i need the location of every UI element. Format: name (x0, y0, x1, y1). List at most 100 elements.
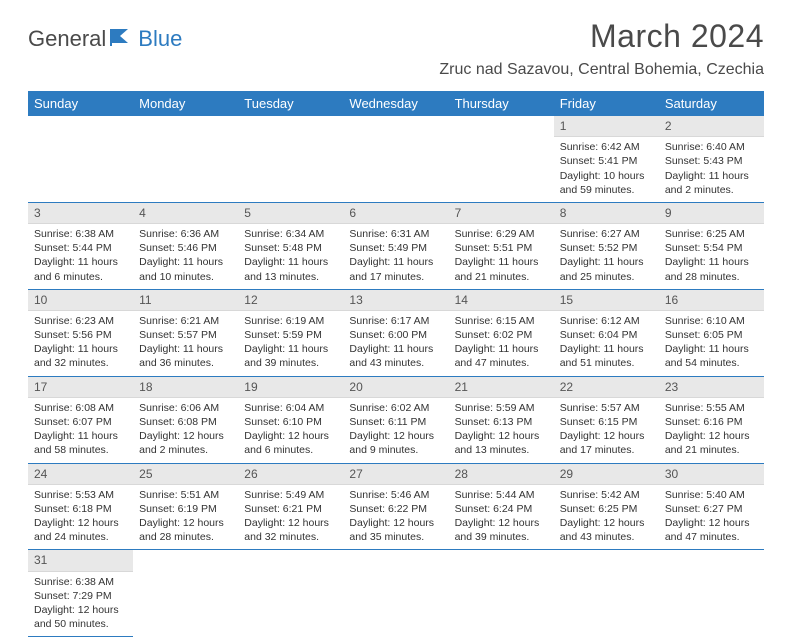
day-body: Sunrise: 5:55 AMSunset: 6:16 PMDaylight:… (659, 398, 764, 463)
day-number: 14 (449, 290, 554, 311)
day-body: Sunrise: 6:40 AMSunset: 5:43 PMDaylight:… (659, 137, 764, 202)
sunset-text: Sunset: 5:49 PM (349, 241, 442, 255)
logo: General Blue (28, 18, 182, 52)
calendar-cell (449, 550, 554, 637)
day-number: 5 (238, 203, 343, 224)
daylight-text: Daylight: 11 hours and 51 minutes. (560, 342, 653, 370)
calendar-cell: 14Sunrise: 6:15 AMSunset: 6:02 PMDayligh… (449, 289, 554, 376)
sunset-text: Sunset: 5:46 PM (139, 241, 232, 255)
sunrise-text: Sunrise: 6:23 AM (34, 314, 127, 328)
sunrise-text: Sunrise: 5:55 AM (665, 401, 758, 415)
day-number: 6 (343, 203, 448, 224)
calendar-cell: 21Sunrise: 5:59 AMSunset: 6:13 PMDayligh… (449, 376, 554, 463)
sunset-text: Sunset: 6:25 PM (560, 502, 653, 516)
day-body: Sunrise: 5:57 AMSunset: 6:15 PMDaylight:… (554, 398, 659, 463)
day-body: Sunrise: 6:06 AMSunset: 6:08 PMDaylight:… (133, 398, 238, 463)
daylight-text: Daylight: 11 hours and 39 minutes. (244, 342, 337, 370)
sunrise-text: Sunrise: 5:46 AM (349, 488, 442, 502)
calendar-cell (343, 116, 448, 202)
sunset-text: Sunset: 6:27 PM (665, 502, 758, 516)
sunset-text: Sunset: 6:04 PM (560, 328, 653, 342)
daylight-text: Daylight: 12 hours and 43 minutes. (560, 516, 653, 544)
sunset-text: Sunset: 6:19 PM (139, 502, 232, 516)
sunrise-text: Sunrise: 5:49 AM (244, 488, 337, 502)
sunset-text: Sunset: 6:00 PM (349, 328, 442, 342)
day-body: Sunrise: 5:44 AMSunset: 6:24 PMDaylight:… (449, 485, 554, 550)
daylight-text: Daylight: 11 hours and 47 minutes. (455, 342, 548, 370)
sunset-text: Sunset: 5:44 PM (34, 241, 127, 255)
calendar-cell: 20Sunrise: 6:02 AMSunset: 6:11 PMDayligh… (343, 376, 448, 463)
calendar-cell: 11Sunrise: 6:21 AMSunset: 5:57 PMDayligh… (133, 289, 238, 376)
daylight-text: Daylight: 11 hours and 25 minutes. (560, 255, 653, 283)
calendar-row: 10Sunrise: 6:23 AMSunset: 5:56 PMDayligh… (28, 289, 764, 376)
weekday-header: Saturday (659, 91, 764, 116)
daylight-text: Daylight: 11 hours and 58 minutes. (34, 429, 127, 457)
calendar-cell (133, 116, 238, 202)
sunrise-text: Sunrise: 5:53 AM (34, 488, 127, 502)
calendar-cell: 2Sunrise: 6:40 AMSunset: 5:43 PMDaylight… (659, 116, 764, 202)
day-body: Sunrise: 5:49 AMSunset: 6:21 PMDaylight:… (238, 485, 343, 550)
day-body: Sunrise: 6:02 AMSunset: 6:11 PMDaylight:… (343, 398, 448, 463)
day-number: 28 (449, 464, 554, 485)
calendar-cell (554, 550, 659, 637)
calendar-cell: 8Sunrise: 6:27 AMSunset: 5:52 PMDaylight… (554, 202, 659, 289)
logo-text-blue: Blue (138, 26, 182, 52)
daylight-text: Daylight: 11 hours and 28 minutes. (665, 255, 758, 283)
day-number: 10 (28, 290, 133, 311)
day-body: Sunrise: 6:23 AMSunset: 5:56 PMDaylight:… (28, 311, 133, 376)
logo-flag-icon (110, 28, 136, 51)
day-number: 1 (554, 116, 659, 137)
weekday-header: Monday (133, 91, 238, 116)
sunrise-text: Sunrise: 6:31 AM (349, 227, 442, 241)
day-number: 4 (133, 203, 238, 224)
daylight-text: Daylight: 11 hours and 21 minutes. (455, 255, 548, 283)
sunrise-text: Sunrise: 6:08 AM (34, 401, 127, 415)
sunrise-text: Sunrise: 6:12 AM (560, 314, 653, 328)
day-body: Sunrise: 6:25 AMSunset: 5:54 PMDaylight:… (659, 224, 764, 289)
day-body: Sunrise: 6:27 AMSunset: 5:52 PMDaylight:… (554, 224, 659, 289)
calendar-table: Sunday Monday Tuesday Wednesday Thursday… (28, 91, 764, 637)
calendar-row: 1Sunrise: 6:42 AMSunset: 5:41 PMDaylight… (28, 116, 764, 202)
daylight-text: Daylight: 12 hours and 32 minutes. (244, 516, 337, 544)
calendar-cell: 29Sunrise: 5:42 AMSunset: 6:25 PMDayligh… (554, 463, 659, 550)
calendar-cell: 4Sunrise: 6:36 AMSunset: 5:46 PMDaylight… (133, 202, 238, 289)
calendar-cell: 17Sunrise: 6:08 AMSunset: 6:07 PMDayligh… (28, 376, 133, 463)
calendar-cell (28, 116, 133, 202)
calendar-cell: 18Sunrise: 6:06 AMSunset: 6:08 PMDayligh… (133, 376, 238, 463)
sunrise-text: Sunrise: 6:40 AM (665, 140, 758, 154)
day-body: Sunrise: 6:34 AMSunset: 5:48 PMDaylight:… (238, 224, 343, 289)
day-number: 29 (554, 464, 659, 485)
calendar-row: 24Sunrise: 5:53 AMSunset: 6:18 PMDayligh… (28, 463, 764, 550)
calendar-cell: 22Sunrise: 5:57 AMSunset: 6:15 PMDayligh… (554, 376, 659, 463)
sunrise-text: Sunrise: 6:19 AM (244, 314, 337, 328)
daylight-text: Daylight: 11 hours and 13 minutes. (244, 255, 337, 283)
day-body: Sunrise: 5:51 AMSunset: 6:19 PMDaylight:… (133, 485, 238, 550)
calendar-row: 3Sunrise: 6:38 AMSunset: 5:44 PMDaylight… (28, 202, 764, 289)
calendar-cell: 19Sunrise: 6:04 AMSunset: 6:10 PMDayligh… (238, 376, 343, 463)
calendar-cell: 30Sunrise: 5:40 AMSunset: 6:27 PMDayligh… (659, 463, 764, 550)
sunrise-text: Sunrise: 6:34 AM (244, 227, 337, 241)
daylight-text: Daylight: 12 hours and 13 minutes. (455, 429, 548, 457)
day-number: 12 (238, 290, 343, 311)
sunrise-text: Sunrise: 6:21 AM (139, 314, 232, 328)
day-body: Sunrise: 6:36 AMSunset: 5:46 PMDaylight:… (133, 224, 238, 289)
calendar-cell (133, 550, 238, 637)
sunset-text: Sunset: 6:13 PM (455, 415, 548, 429)
day-number: 26 (238, 464, 343, 485)
daylight-text: Daylight: 11 hours and 43 minutes. (349, 342, 442, 370)
day-number: 21 (449, 377, 554, 398)
daylight-text: Daylight: 12 hours and 21 minutes. (665, 429, 758, 457)
calendar-cell: 6Sunrise: 6:31 AMSunset: 5:49 PMDaylight… (343, 202, 448, 289)
daylight-text: Daylight: 11 hours and 2 minutes. (665, 169, 758, 197)
sunset-text: Sunset: 6:11 PM (349, 415, 442, 429)
sunrise-text: Sunrise: 5:57 AM (560, 401, 653, 415)
day-body: Sunrise: 5:42 AMSunset: 6:25 PMDaylight:… (554, 485, 659, 550)
day-number: 7 (449, 203, 554, 224)
month-title: March 2024 (439, 18, 764, 55)
day-number: 13 (343, 290, 448, 311)
day-body: Sunrise: 6:15 AMSunset: 6:02 PMDaylight:… (449, 311, 554, 376)
sunrise-text: Sunrise: 6:25 AM (665, 227, 758, 241)
weekday-header: Thursday (449, 91, 554, 116)
day-body: Sunrise: 5:59 AMSunset: 6:13 PMDaylight:… (449, 398, 554, 463)
day-number: 2 (659, 116, 764, 137)
